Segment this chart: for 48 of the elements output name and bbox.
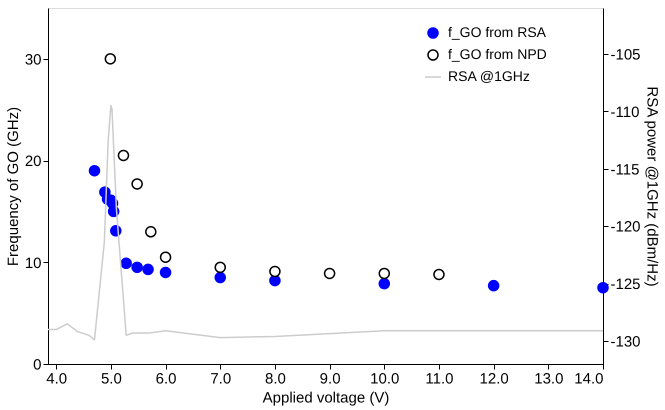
- point: [269, 274, 281, 286]
- legend-label: RSA @1GHz: [448, 68, 530, 84]
- line-series: [47, 104, 604, 341]
- y2-tick-label: -115: [610, 161, 640, 178]
- y-axis-title: Frequency of GO (GHz): [4, 106, 22, 266]
- x-tick-label: 10.0: [370, 370, 400, 388]
- point: [378, 268, 390, 280]
- point: [378, 278, 390, 290]
- point: [488, 280, 500, 292]
- point: [214, 272, 226, 284]
- point: [88, 165, 100, 176]
- y2-axis-title: RSA power @1GHz (dBm/Hz): [644, 86, 661, 287]
- point: [269, 266, 281, 278]
- point: [118, 150, 130, 162]
- point: [131, 262, 143, 274]
- point: [142, 264, 154, 276]
- y2-tick-label: -110: [610, 104, 640, 121]
- x-tick-label: 12.0: [480, 370, 509, 388]
- y2-tick-label: -130: [610, 334, 641, 351]
- y-tick-label: 10: [24, 254, 42, 272]
- point: [160, 266, 172, 278]
- point: [324, 268, 336, 280]
- x-tick-label: 4.0: [46, 370, 68, 388]
- x-tick-label: 9.0: [320, 370, 341, 388]
- x-tick-label: 13.0: [534, 370, 564, 388]
- point: [145, 226, 157, 238]
- legend-label: f_GO from RSA: [448, 24, 547, 40]
- point: [214, 262, 226, 274]
- y-tick-label: 20: [24, 153, 42, 170]
- x-tick-label: 14.0: [574, 370, 604, 388]
- point: [597, 282, 609, 294]
- point: [131, 178, 143, 190]
- point: [160, 251, 172, 263]
- point: [433, 268, 445, 280]
- x-axis-title: Applied voltage (V): [262, 390, 390, 406]
- y2-tick-label: -105: [610, 46, 641, 64]
- point: [120, 258, 132, 270]
- point: [104, 53, 116, 65]
- y-tick-label: 30: [24, 51, 42, 68]
- legend-label: f_GO from NPD: [448, 46, 547, 62]
- x-tick-label: 8.0: [264, 370, 286, 388]
- y2-tick-label: -125: [610, 276, 641, 294]
- x-tick-label: 6.0: [156, 370, 176, 388]
- y2-tick-label: -120: [610, 218, 641, 236]
- x-tick-label: 11.0: [425, 370, 454, 388]
- y-tick-label: 0: [33, 356, 42, 374]
- x-tick-label: 7.0: [210, 370, 232, 388]
- x-tick-label: 5.0: [100, 370, 122, 388]
